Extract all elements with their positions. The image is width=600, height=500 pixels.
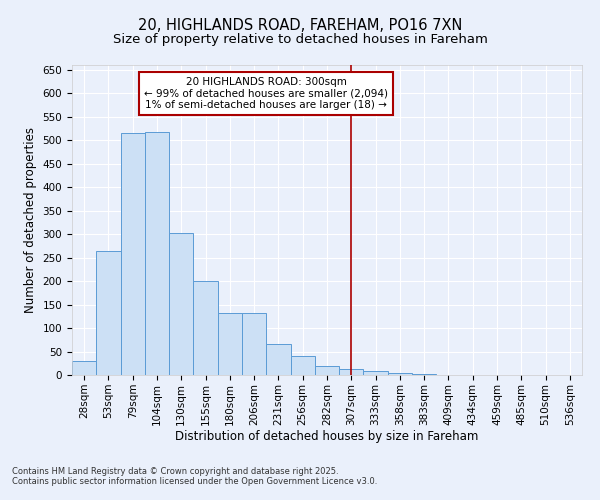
X-axis label: Distribution of detached houses by size in Fareham: Distribution of detached houses by size … [175, 430, 479, 444]
Text: Contains public sector information licensed under the Open Government Licence v3: Contains public sector information licen… [12, 477, 377, 486]
Bar [412, 374, 436, 375]
Bar [72, 361, 96, 375]
Bar [218, 312, 242, 375]
Bar [193, 281, 218, 375]
Bar [121, 133, 145, 375]
Bar [145, 132, 169, 375]
Text: 20, HIGHLANDS ROAD, FAREHAM, PO16 7XN: 20, HIGHLANDS ROAD, FAREHAM, PO16 7XN [138, 18, 462, 32]
Bar [315, 366, 339, 375]
Text: Size of property relative to detached houses in Fareham: Size of property relative to detached ho… [113, 32, 487, 46]
Bar [96, 250, 121, 375]
Text: 20 HIGHLANDS ROAD: 300sqm
← 99% of detached houses are smaller (2,094)
1% of sem: 20 HIGHLANDS ROAD: 300sqm ← 99% of detac… [144, 76, 388, 110]
Bar [266, 344, 290, 375]
Text: Contains HM Land Registry data © Crown copyright and database right 2025.: Contains HM Land Registry data © Crown c… [12, 467, 338, 476]
Bar [290, 356, 315, 375]
Bar [242, 312, 266, 375]
Bar [169, 232, 193, 375]
Bar [339, 369, 364, 375]
Bar [364, 371, 388, 375]
Bar [388, 372, 412, 375]
Y-axis label: Number of detached properties: Number of detached properties [24, 127, 37, 313]
